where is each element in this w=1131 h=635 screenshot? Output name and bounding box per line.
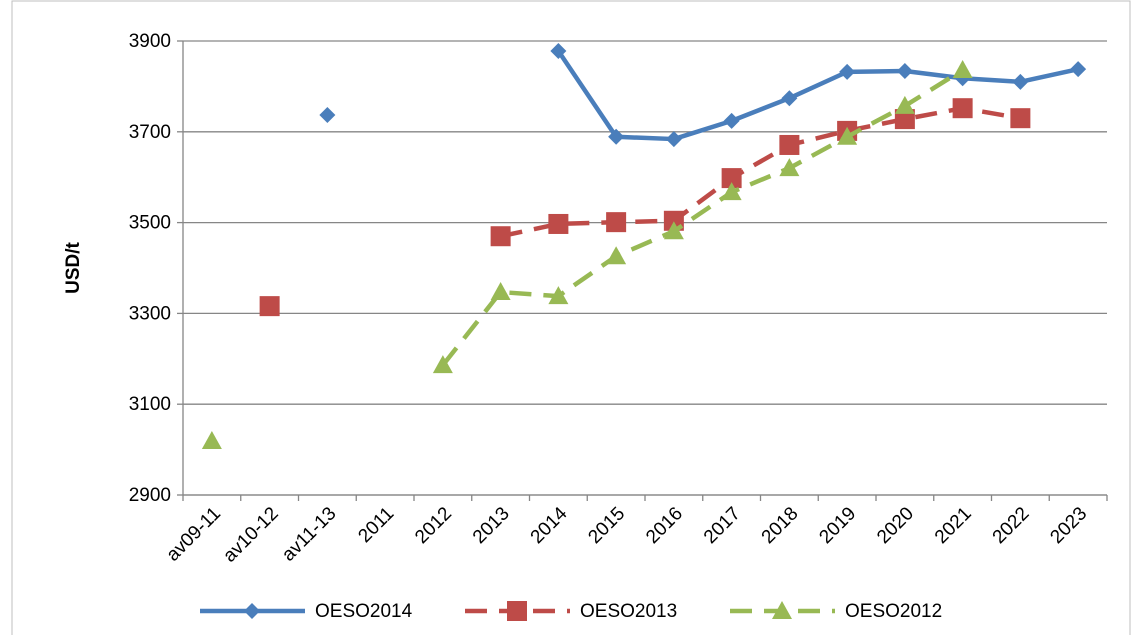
legend-label: OESO2014 xyxy=(315,601,413,622)
data-point xyxy=(319,107,336,124)
data-point xyxy=(952,60,973,79)
y-tick-label: 3100 xyxy=(129,394,171,415)
data-point xyxy=(606,246,627,265)
legend-label: OESO2013 xyxy=(580,601,677,622)
y-tick-label: 3700 xyxy=(129,122,171,143)
legend-marker xyxy=(244,603,260,619)
data-point xyxy=(548,213,569,234)
chart-frame xyxy=(11,0,1131,635)
legend-marker xyxy=(507,601,527,621)
series-line xyxy=(500,105,1021,239)
y-tick-label: 3300 xyxy=(129,303,171,324)
data-point xyxy=(723,112,740,129)
y-tick-label: 2900 xyxy=(129,485,171,506)
data-point xyxy=(721,182,742,201)
data-point xyxy=(201,430,222,449)
data-point xyxy=(721,168,742,189)
y-tick-label: 3500 xyxy=(129,213,171,234)
data-point xyxy=(779,134,800,155)
data-point xyxy=(839,63,856,80)
data-point xyxy=(665,131,682,148)
data-point xyxy=(894,95,915,114)
data-point xyxy=(781,90,798,107)
data-point xyxy=(952,98,973,119)
y-tick-label: 3900 xyxy=(129,31,171,52)
data-point xyxy=(663,221,684,240)
data-point xyxy=(550,42,567,59)
y-axis-label: USD/t xyxy=(63,241,84,293)
data-point xyxy=(548,286,569,305)
data-point xyxy=(1012,73,1029,90)
series-line xyxy=(441,68,964,367)
data-point xyxy=(779,158,800,177)
data-point xyxy=(432,355,453,374)
legend-label: OESO2012 xyxy=(845,601,942,622)
legend-marker xyxy=(772,601,792,619)
series-line xyxy=(556,49,1079,142)
data-point xyxy=(606,212,627,233)
data-point xyxy=(837,126,858,145)
data-point xyxy=(1070,61,1087,78)
data-point xyxy=(896,62,913,79)
data-point xyxy=(259,296,280,317)
data-point xyxy=(490,226,511,247)
data-point xyxy=(608,128,625,145)
data-point xyxy=(490,282,511,301)
data-point xyxy=(1010,108,1031,129)
data-point xyxy=(894,109,915,130)
